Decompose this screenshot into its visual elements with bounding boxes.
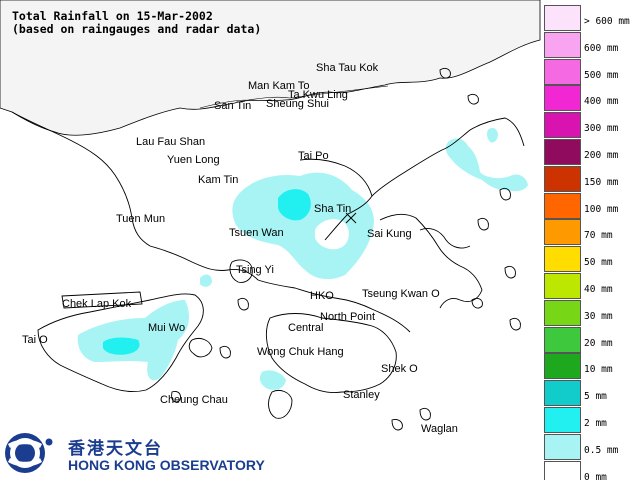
place-sha-tau-kok: Sha Tau Kok (316, 62, 379, 74)
legend-label: 20 mm (584, 337, 613, 349)
coastlines (11, 67, 525, 431)
legend-label: 30 mm (584, 310, 613, 322)
legend-swatch (544, 192, 581, 219)
legend-label: 100 mm (584, 203, 619, 215)
place-san-tin: San Tin (214, 100, 252, 112)
legend-swatch (544, 460, 581, 480)
place-lau-fau-shan: Lau Fau Shan (136, 136, 206, 148)
legend-swatch (544, 85, 581, 112)
legend-label: 50 mm (584, 257, 613, 269)
place-north-point: North Point (320, 311, 376, 323)
legend-label: 5 mm (584, 391, 607, 403)
legend-label: 300 mm (584, 123, 619, 135)
logo-chinese-name: 香港天文台 (68, 439, 163, 459)
legend-swatch (544, 299, 581, 326)
legend-label: > 600 mm (584, 16, 630, 27)
place-tuen-mun: Tuen Mun (116, 213, 166, 225)
legend-label: 10 mm (584, 364, 613, 376)
place-hko: HKO (310, 290, 334, 302)
legend-label: 200 mm (584, 150, 619, 161)
map-title: Total Rainfall on 15-Mar-2002 (12, 9, 213, 23)
legend-swatch (544, 112, 581, 139)
legend-label: 600 mm (584, 42, 619, 54)
legend-label: 500 mm (584, 69, 619, 81)
rain-area-northeast-2 (486, 127, 498, 143)
rain-2mm-lantau (103, 337, 140, 355)
legend-label: 70 mm (584, 230, 613, 242)
legend-swatch (544, 58, 581, 85)
place-tai-po: Tai Po (298, 150, 329, 162)
rain-area-small-1 (200, 274, 212, 287)
place-cheung-chau: Cheung Chau (160, 394, 228, 406)
legend-label: 40 mm (584, 284, 613, 295)
place-stanley: Stanley (343, 389, 380, 401)
legend-swatch (544, 246, 581, 273)
rain-2mm-shatin (278, 189, 311, 221)
legend-swatch (544, 326, 581, 353)
place-wong-chuk-hang: Wong Chuk Hang (257, 346, 344, 358)
place-chek-lap-kok: Chek Lap Kok (62, 298, 132, 310)
border-line (199, 85, 389, 109)
place-central: Central (288, 322, 324, 334)
place-tsing-yi: Tsing Yi (236, 264, 274, 276)
place-yuen-long: Yuen Long (167, 154, 220, 166)
hko-logo-icon (5, 433, 53, 473)
legend-label: 0.5 mm (584, 444, 619, 456)
legend-swatch (544, 273, 581, 299)
place-man-kam-to: Man Kam To (248, 80, 310, 92)
place-sheung-shui: Sheung Shui (266, 98, 329, 110)
legend-swatch (544, 219, 581, 246)
place-sai-kung: Sai Kung (367, 228, 412, 240)
legend-swatch (544, 353, 581, 380)
mainland-china-area (0, 0, 541, 136)
legend-label: 400 mm (584, 96, 619, 108)
place-waglan: Waglan (421, 423, 458, 435)
legend-swatch (544, 407, 581, 433)
place-ta-kwu-ling: Ta Kwu Ling (288, 89, 348, 101)
legend-swatch (544, 165, 581, 192)
rain-area-northeast (445, 138, 528, 192)
place-kam-tin: Kam Tin (198, 174, 239, 186)
legend-swatch (544, 5, 581, 31)
place-tseung-kwan-o: Tseung Kwan O (362, 288, 440, 300)
legend-swatch (544, 380, 581, 407)
rain-area-small-2 (259, 370, 286, 390)
legend-label: 150 mm (584, 176, 619, 188)
rain-area-central (232, 172, 374, 280)
place-mui-wo: Mui Wo (148, 322, 186, 334)
logo-english-name: HONG KONG OBSERVATORY (68, 457, 265, 473)
no-rain-pocket (315, 219, 349, 250)
legend-label: 2 mm (584, 418, 607, 429)
place-shek-o: Shek O (381, 363, 418, 375)
hko-marker (345, 212, 357, 224)
place-tsuen-wan: Tsuen Wan (229, 227, 284, 239)
place-tai-o: Tai O (22, 334, 48, 346)
legend-swatch (544, 139, 581, 165)
map-subtitle: (based on raingauges and radar data) (12, 22, 262, 36)
legend-label: 0 mm (584, 471, 607, 480)
place-sha-tin: Sha Tin (314, 203, 352, 215)
rainfall-shading-2mm (103, 189, 311, 355)
legend-swatch (544, 433, 581, 460)
legend-swatch (544, 31, 581, 58)
